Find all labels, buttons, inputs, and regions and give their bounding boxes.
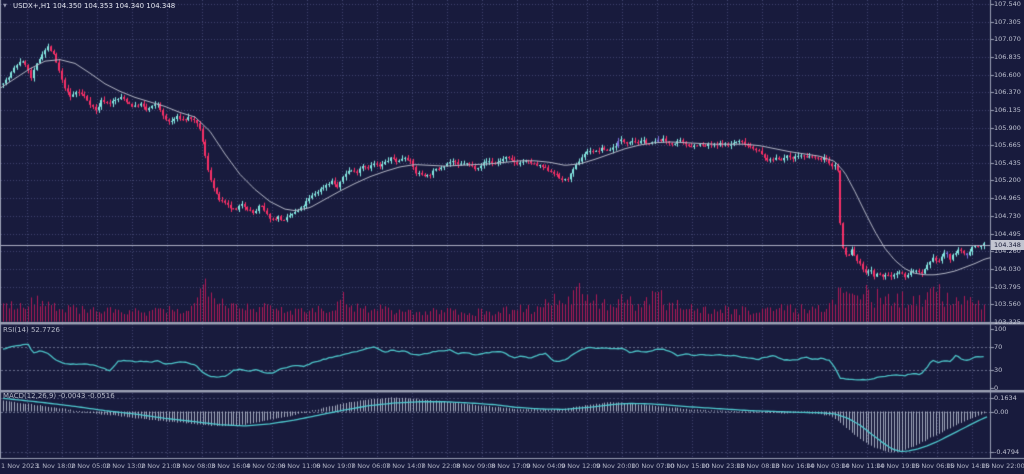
macd-indicator-label: MACD(12,26,9) -0.0043 -0.0516 (3, 392, 115, 400)
time-tick-label: 15 Nov 06:00 (911, 462, 955, 470)
rsi-tick-label: 0 (994, 383, 999, 392)
price-tick-label: 103.325 (994, 318, 1021, 326)
price-tick-label: 107.540 (994, 0, 1021, 8)
symbol-marker-icon: ▼ (3, 3, 7, 9)
rsi-tick-label: 70 (994, 342, 1003, 351)
price-tick-label: 107.305 (994, 17, 1021, 26)
time-tick-label: 2 Nov 21:00 (141, 462, 181, 470)
price-tick-label: 106.135 (994, 105, 1021, 114)
time-tick-label: 1 Nov 18:00 (36, 462, 76, 470)
time-tick-label: 2 Nov 05:00 (71, 462, 111, 470)
time-tick-label: 1 Nov 2023 (1, 462, 39, 470)
time-tick-label: 8 Nov 17:00 (491, 462, 531, 470)
time-tick-label: 6 Nov 19:00 (316, 462, 356, 470)
time-tick-label: 3 Nov 16:00 (211, 462, 251, 470)
time-tick-label: 14 Nov 11:00 (841, 462, 885, 470)
price-tick-label: 106.835 (994, 53, 1021, 61)
price-tick-label: 104.260 (994, 247, 1021, 256)
price-tick-label: 104.030 (994, 264, 1021, 273)
macd-tick-label: -0.4794 (994, 448, 1020, 457)
time-tick-label: 14 Nov 03:00 (806, 462, 850, 470)
time-tick-label: 2 Nov 13:00 (106, 462, 146, 470)
price-tick-label: 105.900 (994, 123, 1021, 132)
time-tick-label: 9 Nov 12:00 (561, 462, 601, 470)
price-tick-label: 107.070 (994, 35, 1021, 44)
time-tick-label: 7 Nov 06:00 (351, 462, 391, 470)
time-tick-label: 10 Nov 07:00 (631, 462, 675, 470)
time-tick-label: 9 Nov 20:00 (596, 462, 636, 470)
macd-tick-label: 0.1634 (994, 393, 1017, 402)
time-tick-label: 13 Nov 16:00 (771, 462, 815, 470)
time-tick-label: 7 Nov 14:00 (386, 462, 426, 470)
price-tick-label: 104.730 (994, 211, 1021, 220)
price-tick-label: 103.795 (994, 282, 1021, 291)
price-tick-label: 105.435 (994, 158, 1021, 167)
time-tick-label: 8 Nov 09:00 (456, 462, 496, 470)
time-tick-label: 4 Nov 02:00 (246, 462, 286, 470)
macd-tick-label: 0.00 (994, 407, 1009, 416)
time-tick-label: 15 Nov 22:00 (981, 462, 1024, 470)
time-tick-label: 15 Nov 14:00 (946, 462, 990, 470)
time-tick-label: 9 Nov 04:00 (526, 462, 566, 470)
price-tick-label: 104.495 (994, 229, 1021, 238)
time-tick-label: 6 Nov 11:00 (281, 462, 321, 470)
price-tick-label: 106.370 (994, 88, 1021, 97)
rsi-tick-label: 100 (994, 325, 1007, 333)
time-tick-label: 10 Nov 15:00 (666, 462, 710, 470)
price-tick-label: 103.560 (994, 300, 1021, 309)
rsi-indicator-label: RSI(14) 52.7726 (3, 326, 60, 334)
time-tick-label: 13 Nov 08:00 (736, 462, 780, 470)
price-tick-label: 105.200 (994, 176, 1021, 185)
rsi-tick-label: 30 (994, 365, 1003, 374)
price-tick-label: 106.600 (994, 70, 1021, 79)
price-tick-label: 105.665 (994, 141, 1021, 150)
time-tick-label: 14 Nov 19:00 (876, 462, 920, 470)
time-tick-label: 7 Nov 22:00 (421, 462, 461, 470)
time-tick-label: 10 Nov 23:00 (701, 462, 745, 470)
time-tick-label: 3 Nov 08:00 (176, 462, 216, 470)
current-price-badge: 104.348 (991, 239, 1024, 250)
price-tick-label: 104.965 (994, 194, 1021, 203)
chart-title: USDX+,H1 104.350 104.353 104.340 104.348 (13, 2, 176, 10)
